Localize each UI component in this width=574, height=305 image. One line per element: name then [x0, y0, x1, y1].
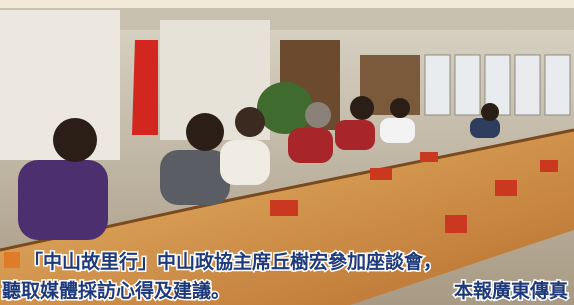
caption-line: 「中山故里行」中山政協主席丘樹宏參加座談會，: [24, 250, 442, 273]
page: {"caption":{"line1":"「中山故里行」中山政協主席丘樹宏參加座…: [0, 0, 574, 305]
caption-line: 聽取媒體採訪心得及建議。: [2, 279, 230, 302]
photo-with-caption: 「中山故里行」中山政協主席丘樹宏參加座談會， 聽取媒體採訪心得及建議。 本報廣東…: [0, 0, 574, 305]
photo-credit: 本報廣東傳真: [454, 279, 568, 302]
caption-marker: [4, 252, 20, 268]
